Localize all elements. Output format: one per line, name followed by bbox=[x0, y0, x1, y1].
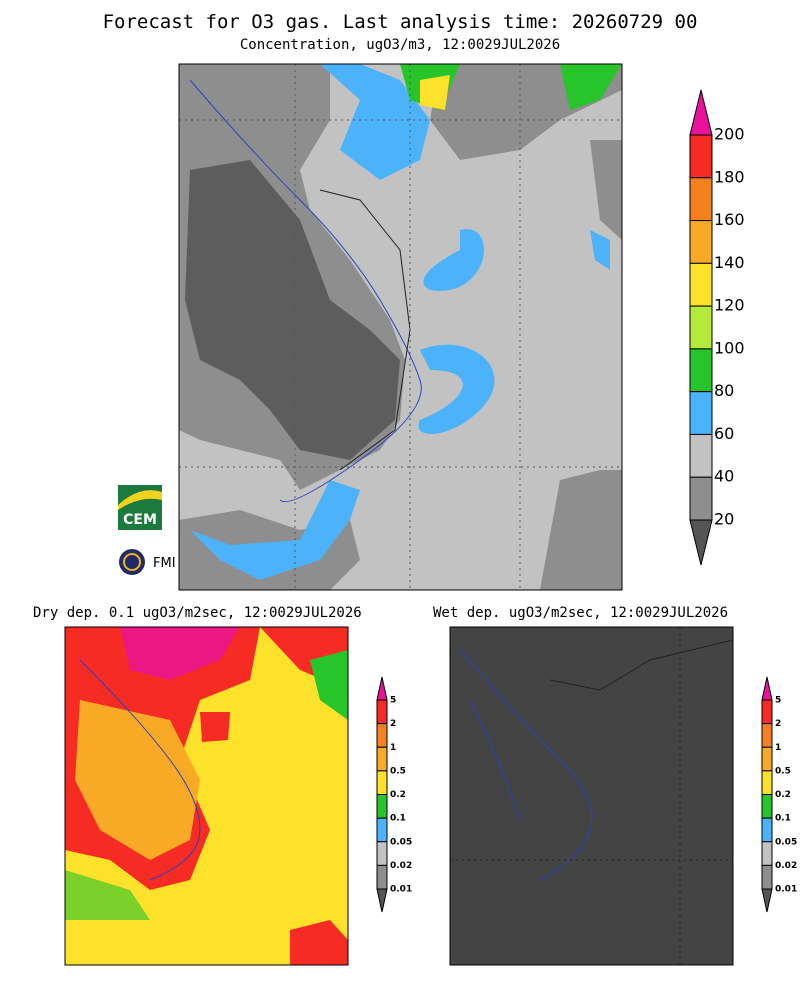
colorbar-top bbox=[376, 676, 388, 701]
colorbar-segment bbox=[689, 476, 713, 521]
colorbar-label: 0.1 bbox=[775, 814, 791, 824]
dry-dep-map bbox=[64, 626, 349, 966]
colorbar-segment bbox=[689, 220, 713, 264]
colorbar-segment bbox=[376, 817, 388, 843]
colorbar-label: 0.01 bbox=[775, 885, 797, 895]
colorbar-label: 40 bbox=[714, 467, 734, 486]
colorbar-label: 0.2 bbox=[390, 790, 406, 800]
colorbar-label: 180 bbox=[714, 167, 745, 186]
colorbar-label: 140 bbox=[714, 253, 745, 272]
colorbar-label: 200 bbox=[714, 125, 745, 144]
colorbar-segment bbox=[761, 699, 773, 725]
colorbar-segment bbox=[689, 305, 713, 350]
colorbar-bottom bbox=[376, 888, 388, 913]
colorbar-bottom bbox=[761, 888, 773, 913]
colorbar-label: 100 bbox=[714, 338, 745, 357]
colorbar-segment bbox=[689, 262, 713, 307]
colorbar-label: 60 bbox=[714, 424, 734, 443]
colorbar-segment bbox=[761, 746, 773, 772]
colorbar-top bbox=[689, 89, 713, 136]
colorbar-top bbox=[761, 676, 773, 701]
colorbar-segment bbox=[689, 433, 713, 478]
colorbar-label: 0.1 bbox=[390, 814, 406, 824]
colorbar-segment bbox=[761, 817, 773, 843]
dry-dep-title: Dry dep. 0.1 ugO3/m2sec, 12:0029JUL2026 bbox=[33, 605, 362, 621]
colorbar-segment bbox=[376, 746, 388, 772]
colorbar-segment bbox=[376, 770, 388, 795]
colorbar-label: 0.01 bbox=[390, 885, 412, 895]
colorbar-bottom bbox=[689, 519, 713, 566]
colorbar-segment bbox=[689, 348, 713, 393]
colorbar-label: 20 bbox=[714, 510, 734, 529]
colorbar-label: 80 bbox=[714, 381, 734, 400]
fmi-logo: FMI bbox=[119, 549, 176, 575]
colorbar-segment bbox=[689, 391, 713, 435]
colorbar-segment bbox=[761, 723, 773, 748]
colorbar-label: 1 bbox=[775, 743, 781, 753]
colorbar-label: 5 bbox=[775, 696, 781, 706]
wet-dep-map bbox=[449, 626, 734, 966]
subtitle: Concentration, ugO3/m3, 12:0029JUL2026 bbox=[240, 37, 560, 53]
colorbar-label: 0.05 bbox=[390, 837, 412, 847]
colorbar-label: 160 bbox=[714, 210, 745, 229]
colorbar-label: 2 bbox=[775, 719, 781, 729]
colorbar-segment bbox=[376, 864, 388, 890]
colorbar-label: 0.05 bbox=[775, 837, 797, 847]
colorbar-label: 1 bbox=[390, 743, 396, 753]
colorbar-label: 2 bbox=[390, 719, 396, 729]
colorbar-label: 0.02 bbox=[390, 861, 412, 871]
wet-dep-title: Wet dep. ugO3/m2sec, 12:0029JUL2026 bbox=[433, 605, 728, 621]
colorbar-segment bbox=[761, 841, 773, 866]
cem-text: CEM bbox=[123, 512, 157, 528]
colorbar-segment bbox=[761, 770, 773, 795]
colorbar-segment bbox=[376, 699, 388, 725]
main-map bbox=[178, 63, 623, 591]
colorbar-segment bbox=[376, 723, 388, 748]
colorbar-label: 0.5 bbox=[775, 766, 791, 776]
colorbar-label: 0.2 bbox=[775, 790, 791, 800]
colorbar-label: 120 bbox=[714, 296, 745, 315]
fmi-text: FMI bbox=[153, 556, 176, 571]
colorbar-segment bbox=[689, 134, 713, 179]
title: Forecast for O3 gas. Last analysis time:… bbox=[103, 11, 698, 33]
colorbar-label: 5 bbox=[390, 696, 396, 706]
colorbar-segment bbox=[689, 177, 713, 222]
colorbar-segment bbox=[376, 841, 388, 866]
cem-logo: CEM bbox=[118, 485, 162, 530]
colorbar-segment bbox=[761, 794, 773, 819]
colorbar-segment bbox=[761, 864, 773, 890]
colorbar-label: 0.02 bbox=[775, 861, 797, 871]
colorbar-segment bbox=[376, 794, 388, 819]
colorbar-label: 0.5 bbox=[390, 766, 406, 776]
